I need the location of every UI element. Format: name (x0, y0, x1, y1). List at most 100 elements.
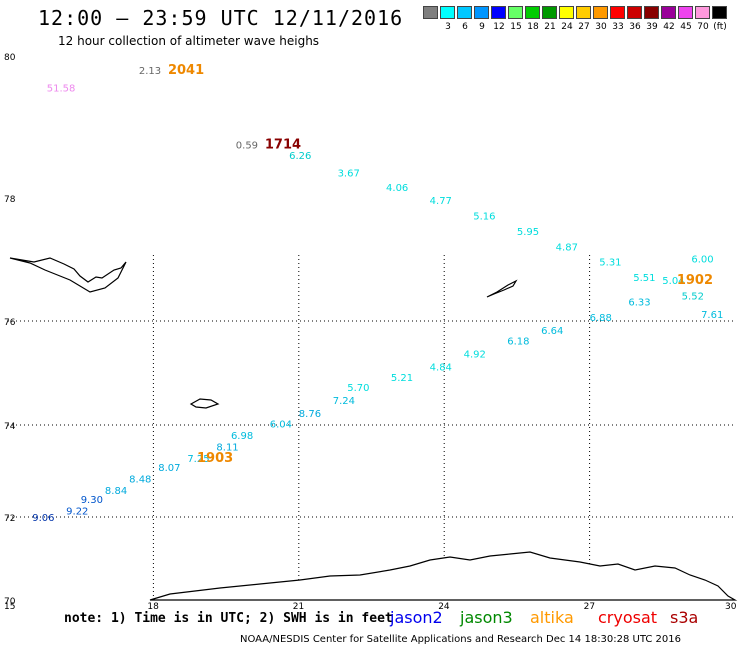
wave-height-label: 3.67 (338, 169, 360, 180)
wave-height-label: 5.52 (682, 291, 704, 302)
wave-height-label: 8.76 (299, 409, 321, 420)
pass-time-label: 1903 (197, 451, 233, 466)
wave-height-label: 6.98 (231, 431, 253, 442)
legend-swatch (627, 6, 642, 19)
wave-height-label: 5.95 (517, 227, 539, 238)
wave-height-label: 6.64 (541, 326, 563, 337)
lat-label: 74 (4, 422, 16, 432)
lat-label: 80 (4, 53, 16, 63)
coastline (9, 257, 738, 601)
legend-swatch (542, 6, 557, 19)
legend-swatch (661, 6, 676, 19)
legend-label: 45 (680, 22, 692, 32)
satellite-name-jason3: jason3 (460, 608, 513, 627)
lat-label: 78 (4, 195, 16, 205)
lon-label: 15 (4, 602, 15, 612)
wave-height-label: 9.30 (81, 495, 103, 506)
legend-label: 12 (493, 22, 505, 32)
lat-label: 72 (4, 514, 15, 524)
lat-label: 76 (4, 318, 16, 328)
legend-swatch (423, 6, 438, 19)
wave-height-label: 9.22 (66, 507, 88, 518)
wave-height-label: 7.61 (701, 310, 723, 321)
legend-swatch (440, 6, 455, 19)
wave-height-label: 0.59 (236, 140, 258, 151)
wave-height-label: 8.07 (158, 463, 180, 474)
pass-time-label: 1714 (265, 137, 301, 152)
credit-line: NOAA/NESDIS Center for Satellite Applica… (240, 634, 682, 645)
wave-height-label: 6.18 (507, 336, 529, 347)
lon-label: 21 (293, 602, 304, 612)
legend-label: 27 (578, 22, 590, 32)
legend-swatch (576, 6, 591, 19)
pass-time-label: 2041 (168, 63, 204, 78)
legend-label: (ft) (713, 22, 727, 32)
wave-height-label: 2.13 (139, 66, 161, 77)
legend-swatch (593, 6, 608, 19)
legend-swatch (491, 6, 506, 19)
legend-swatch (695, 6, 710, 19)
legend-label: 24 (561, 22, 573, 32)
lon-label: 30 (725, 602, 737, 612)
legend-swatch (712, 6, 727, 19)
bjornoya-island (189, 398, 220, 409)
wave-height-label: 7.24 (333, 396, 355, 407)
legend-label: 30 (595, 22, 607, 32)
page-title: 12:00 – 23:59 UTC 12/11/2016 (38, 6, 404, 30)
legend-label: 70 (697, 22, 709, 32)
page-subtitle: 12 hour collection of altimeter wave hei… (58, 34, 320, 48)
legend-label: 21 (544, 22, 556, 32)
legend-label: 33 (612, 22, 624, 32)
satellite-name-altika: altika (530, 608, 574, 627)
lon-label: 27 (584, 602, 595, 612)
wave-height-label: 5.31 (599, 258, 621, 269)
legend-swatch (525, 6, 540, 19)
wave-height-label: 6.88 (590, 313, 612, 324)
legend-label: 18 (527, 22, 539, 32)
wave-height-label: 5.16 (473, 212, 495, 223)
wave-height-label: 6.26 (289, 151, 311, 162)
wave-height-label: 4.77 (430, 196, 452, 207)
legend-swatch (508, 6, 523, 19)
wave-height-label: 8.11 (216, 442, 238, 453)
legend-label: 6 (462, 22, 468, 32)
legend-swatch (457, 6, 472, 19)
lon-label: 18 (147, 602, 159, 612)
svalbard-coast (9, 257, 127, 293)
wave-height-label: 9.06 (32, 513, 54, 524)
wave-height-label: 5.04 (662, 276, 684, 287)
legend-label: 39 (646, 22, 658, 32)
legend-swatch (559, 6, 574, 19)
footer-note: note: 1) Time is in UTC; 2) SWH is in fe… (64, 611, 393, 626)
norway-coast (149, 551, 738, 601)
satellite-name-jason2: jason2 (390, 608, 443, 627)
wave-height-observations: 51.58 2.13 0.59 6.26 3.67 4.06 4.77 5.16 5.95 4.8… (32, 63, 740, 524)
legend-swatch (678, 6, 693, 19)
pass-time-label: 1902 (677, 273, 713, 288)
wave-height-label: 8.48 (129, 475, 151, 486)
wave-height-label: 4.84 (430, 362, 452, 373)
wave-height-label: 4.92 (464, 349, 486, 360)
wave-height-label: 7.25 (187, 454, 209, 465)
wave-height-label: 6.33 (628, 298, 650, 309)
wave-height-label: 5.21 (391, 373, 413, 384)
lat-label: 70 (4, 597, 16, 607)
wave-height-label: 6.00 (691, 255, 713, 266)
wave-height-label: 6.04 (270, 419, 292, 430)
lon-label: 24 (438, 602, 450, 612)
wave-height-label: 8.84 (105, 486, 127, 497)
wave-height-label: 5.70 (347, 383, 369, 394)
legend-label: 3 (445, 22, 451, 32)
wave-height-label: 4.87 (556, 242, 578, 253)
wave-height-label: 4.06 (386, 183, 408, 194)
hopen-island (486, 279, 518, 298)
legend-label: 36 (629, 22, 641, 32)
wave-height-label: 51.58 (47, 84, 76, 95)
legend-label: 42 (663, 22, 675, 32)
legend-label: 9 (479, 22, 485, 32)
satellite-name-cryosat: cryosat (598, 608, 658, 627)
wave-height-label: 5.51 (633, 273, 655, 284)
legend-swatch (610, 6, 625, 19)
